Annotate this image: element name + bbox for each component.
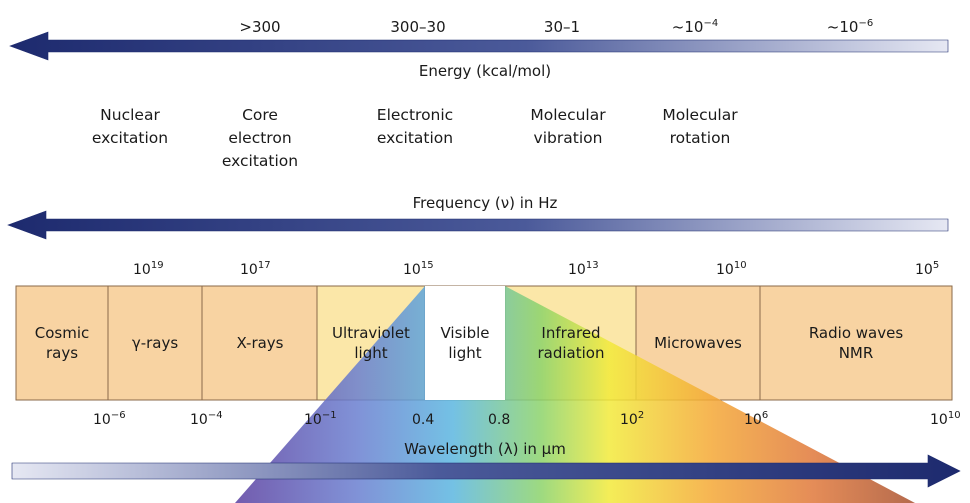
energy-value-2: 300–30 [390,18,446,36]
wavelength-tick-1: 10−6 [93,410,126,429]
wavelength-axis-title: Wavelength (λ) in μm [404,440,566,458]
band-label-microwaves: Microwaves [654,334,742,352]
process-electronic-excitation: Electronic excitation [376,106,454,147]
band-box-2 [107,285,203,401]
frequency-tick-5: 1010 [716,260,747,279]
frequency-tick-3: 1015 [403,260,434,279]
wavelength-tick-3: 10−1 [304,410,337,429]
frequency-axis-title: Frequency (ν) in Hz [412,194,558,212]
wavelength-tick-2: 10−4 [190,410,223,429]
process-nuclear-excitation: Nuclear excitation [91,106,169,147]
band-label-x-rays: X-rays [236,334,284,352]
wavelength-tick-6: 102 [620,410,645,429]
frequency-arrow [7,210,949,240]
frequency-tick-2: 1017 [240,260,271,279]
energy-axis-title: Energy (kcal/mol) [418,62,552,80]
process-core-electron-excitation: Core electron excitation [221,106,299,170]
band-label-ultraviolet: Ultraviolet light [332,324,410,362]
process-molecular-rotation: Molecular rotation [662,106,738,147]
frequency-tick-6: 105 [915,260,940,279]
band-label-cosmic-rays: Cosmic rays [34,324,90,362]
energy-value-5: ~10−6 [826,18,874,36]
frequency-tick-4: 1013 [568,260,599,279]
dispersion-fan [235,286,915,503]
band-label-gamma-rays: γ-rays [131,334,179,352]
visible-window [425,286,505,400]
band-box-3 [201,285,318,401]
process-molecular-vibration: Molecular vibration [530,106,606,147]
band-label-radio-waves: Radio waves NMR [808,324,904,362]
band-box-1 [15,285,109,401]
wavelength-arrow [11,454,961,488]
wavelength-tick-4: 0.4 [412,412,435,428]
energy-arrow [9,31,949,61]
wavelength-tick-7: 106 [744,410,769,429]
frequency-tick-1: 1019 [133,260,164,279]
energy-value-3: 30–1 [543,18,581,36]
wavelength-tick-5: 0.8 [488,412,511,428]
band-label-visible: Visible light [440,324,490,362]
band-box-8 [759,285,953,401]
energy-value-4: ~10−4 [671,18,719,36]
band-label-infrared: Infrared radiation [537,324,605,362]
wavelength-tick-8: 1010 [930,410,961,429]
energy-value-1: >300 [239,18,281,36]
